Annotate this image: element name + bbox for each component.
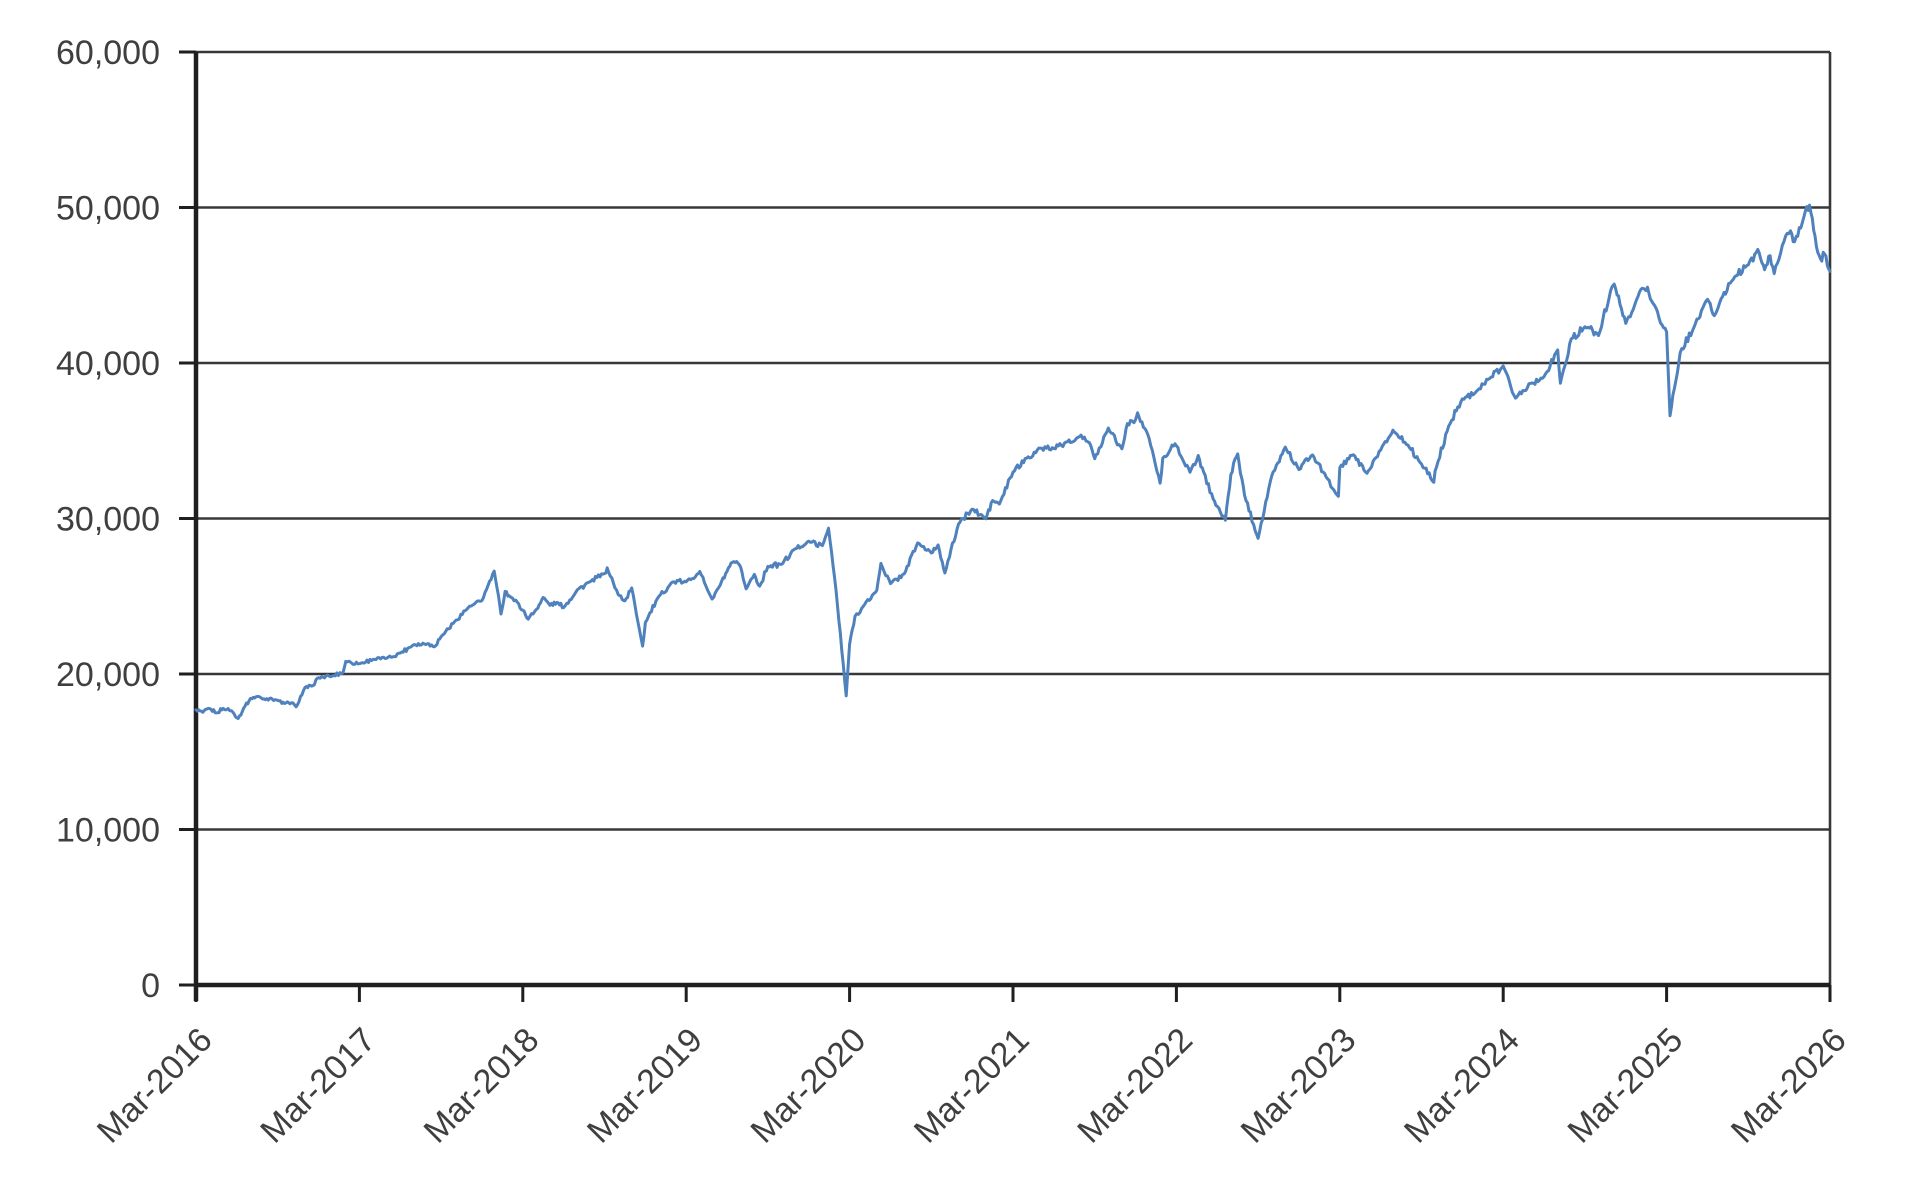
series-line-index-level — [194, 203, 1832, 720]
data-series — [194, 203, 1832, 720]
y-tick-label: 60,000 — [56, 34, 160, 72]
y-axis-labels: 0 10,000 20,000 30,000 40,000 50,000 60,000 — [56, 34, 160, 1005]
y-tick-label: 50,000 — [56, 190, 160, 228]
y-tick-label: 10,000 — [56, 812, 160, 850]
y-tick-label: 30,000 — [56, 501, 160, 539]
y-tick-label: 0 — [141, 967, 160, 1005]
y-tick-label: 20,000 — [56, 656, 160, 694]
tick-marks — [179, 50, 1832, 1002]
y-tick-label: 40,000 — [56, 345, 160, 383]
